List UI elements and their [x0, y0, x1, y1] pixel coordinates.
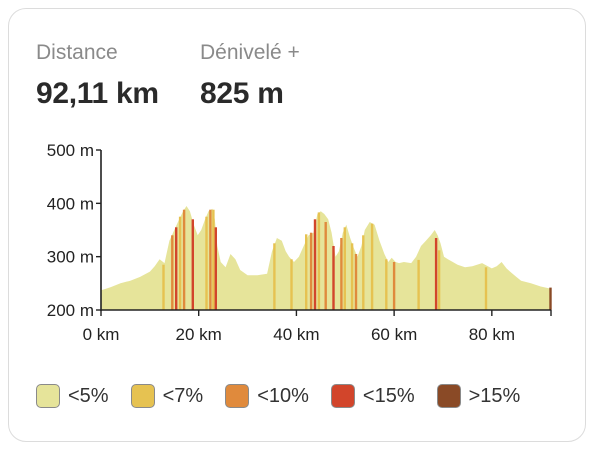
steep-segment	[549, 287, 552, 310]
legend-label: <5%	[68, 384, 109, 407]
steep-segment	[175, 227, 178, 310]
steep-segment	[437, 250, 441, 310]
steep-segment	[385, 259, 388, 310]
steep-segment	[370, 223, 374, 310]
steep-segment	[205, 216, 208, 310]
steep-segment	[332, 246, 335, 310]
steep-segment	[434, 238, 438, 310]
steep-segment	[290, 259, 293, 310]
steep-segment	[214, 227, 217, 310]
legend-swatch	[225, 384, 250, 408]
steep-segment	[340, 238, 343, 310]
distance-label: Distance	[36, 41, 118, 64]
legend-label: <7%	[162, 384, 204, 407]
legend-label: <10%	[257, 384, 309, 407]
distance-value: 92,11 km	[36, 77, 159, 110]
steep-segment	[392, 262, 396, 310]
legend-swatch	[436, 384, 461, 408]
steep-segment	[305, 234, 308, 310]
steep-segment	[362, 235, 365, 310]
x-tick-label: 0 km	[83, 325, 120, 344]
legend-item-lt7: <7%	[130, 384, 204, 408]
steep-segment	[178, 216, 182, 310]
x-tick-label: 20 km	[176, 325, 222, 344]
legend-swatch	[36, 384, 60, 408]
elevation-label: Dénivelé +	[200, 41, 300, 64]
x-tick-label: 80 km	[469, 325, 515, 344]
steep-segment	[317, 212, 321, 310]
steep-segment	[182, 209, 186, 310]
legend-item-lt15: <15%	[330, 384, 415, 408]
steep-segment	[171, 235, 174, 310]
steep-segment	[324, 222, 327, 310]
steep-segment	[273, 243, 276, 310]
steep-segment	[354, 254, 358, 310]
legend-item-gt15: >15%	[436, 384, 521, 408]
steep-segment	[309, 232, 313, 310]
steep-segment	[313, 219, 317, 310]
y-tick-label: 200 m	[47, 301, 94, 320]
legend-label: >15%	[468, 384, 521, 407]
steep-segment	[191, 219, 194, 310]
steep-segment	[343, 227, 346, 310]
legend-item-lt5: <5%	[36, 384, 109, 408]
legend-swatch	[330, 384, 355, 408]
steep-segment	[162, 264, 165, 310]
y-tick-label: 300 m	[47, 248, 94, 267]
steep-segment	[209, 209, 212, 310]
grade-legend: <5% <7% <10% <15% >15%	[36, 384, 542, 408]
distance-stat: Distance 92,11 km	[36, 41, 159, 111]
legend-swatch	[130, 384, 155, 408]
y-tick-label: 500 m	[47, 141, 94, 160]
elevation-profile-chart[interactable]: 200 m 300 m 400 m 500 m 0 km 20 km 40 km 60 km 8…	[0, 0, 598, 380]
x-tick-label: 60 km	[371, 325, 417, 344]
elevation-card: Distance 92,11 km Dénivelé + 825 m	[8, 8, 586, 442]
steep-segment	[212, 209, 215, 310]
steep-segment	[350, 243, 354, 310]
elevation-value: 825 m	[200, 77, 284, 110]
steep-segment	[484, 267, 488, 310]
legend-item-lt10: <10%	[225, 384, 309, 408]
steep-segment	[417, 259, 420, 310]
legend-label: <15%	[362, 384, 415, 407]
x-tick-label: 40 km	[273, 325, 319, 344]
elevation-stat: Dénivelé + 825 m	[200, 41, 300, 111]
y-tick-label: 400 m	[47, 194, 94, 213]
